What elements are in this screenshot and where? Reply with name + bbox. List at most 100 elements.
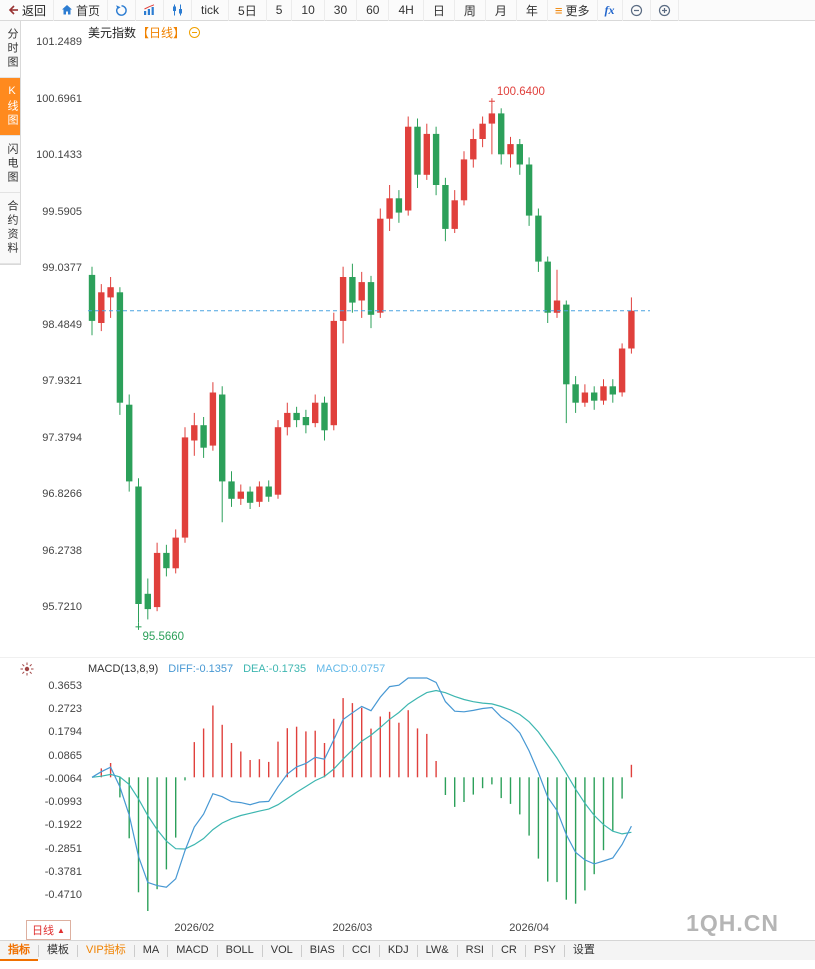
candle-body <box>256 486 263 502</box>
indicator-cr-button[interactable]: CR <box>500 943 517 956</box>
candle-body <box>525 164 533 216</box>
chart-title: 美元指数 【日线】 <box>88 24 201 41</box>
line-chart-button[interactable] <box>136 0 165 21</box>
macd-dea-line <box>91 689 632 850</box>
indicator-lwr-button[interactable]: LW& <box>425 943 449 956</box>
candle-body <box>321 402 328 431</box>
separator <box>491 944 493 957</box>
indicator-settings-sun-icon[interactable] <box>20 662 34 676</box>
candle-body <box>414 126 421 175</box>
macd-hist-value: MACD:0.0757 <box>316 663 386 675</box>
candle-body <box>293 412 300 421</box>
separator <box>261 944 263 957</box>
sidebar-item-lightning-chart[interactable]: 闪电图 <box>0 136 20 193</box>
candle-body <box>553 300 561 313</box>
low-price-annotation: 95.5660 <box>143 631 185 643</box>
separator <box>456 944 458 957</box>
candle-body <box>479 123 486 139</box>
candle-body <box>107 287 114 298</box>
candle-body <box>451 200 458 229</box>
separator <box>77 944 78 957</box>
separator <box>524 944 526 957</box>
period-month[interactable]: 月 <box>486 0 517 21</box>
vip-indicators-button[interactable]: VIP指标 <box>86 943 126 956</box>
candle-body <box>358 282 365 301</box>
share-link-icon[interactable] <box>189 27 201 38</box>
period-day[interactable]: 日 <box>424 0 455 21</box>
symbol-name: 美元指数 <box>88 26 137 40</box>
candle-body <box>498 113 505 155</box>
indicator-ma-button[interactable]: MA <box>142 943 160 956</box>
candle-body <box>535 215 542 262</box>
line-chart-icon <box>144 4 155 15</box>
indicator-kdj-button[interactable]: KDJ <box>387 943 409 956</box>
high-price-annotation: 100.6400 <box>497 86 545 98</box>
candle-body <box>618 348 626 393</box>
candle-body <box>237 491 244 499</box>
indicator-toolbar: 指标 模板 VIP指标 MA MACD BOLL VOL BIAS CCI KD… <box>0 940 815 961</box>
separator <box>416 944 418 957</box>
back-button[interactable]: 返回 <box>0 0 55 21</box>
indicator-macd-button[interactable]: MACD <box>176 943 209 956</box>
tab-template[interactable]: 模板 <box>47 943 69 956</box>
zoom-out-button[interactable] <box>623 0 651 21</box>
period-selector-dropdown[interactable]: 日线 ▲ <box>26 920 71 940</box>
indicator-psy-button[interactable]: PSY <box>533 943 556 956</box>
candle-body <box>339 277 347 321</box>
period-5[interactable]: 5 <box>267 0 293 21</box>
candle-body <box>488 113 496 124</box>
separator <box>216 944 218 957</box>
more-button[interactable]: ≡ 更多 <box>548 0 598 21</box>
indicator-rsi-button[interactable]: RSI <box>465 943 484 956</box>
watermark: 1QH.CN <box>686 910 779 936</box>
sidebar-item-contract-info[interactable]: 合约资料 <box>0 193 20 264</box>
period-year[interactable]: 年 <box>517 0 548 21</box>
candle-body <box>209 392 217 446</box>
indicator-bias-button[interactable]: BIAS <box>309 943 335 956</box>
separator <box>38 944 39 957</box>
period-week[interactable]: 周 <box>455 0 486 21</box>
candle-body <box>312 402 319 424</box>
candle-body <box>581 392 589 403</box>
candle-body <box>609 386 616 395</box>
separator <box>378 944 380 957</box>
fx-indicator-button[interactable]: fx <box>598 0 623 21</box>
tab-indicators[interactable]: 指标 <box>0 941 38 961</box>
sidebar-item-kline-chart[interactable]: K线图 <box>0 78 20 136</box>
home-button[interactable]: 首页 <box>54 0 109 21</box>
sidebar-item-time-chart[interactable]: 分时图 <box>0 21 20 78</box>
candle-body <box>507 144 514 155</box>
period-30[interactable]: 30 <box>325 0 358 21</box>
zoom-in-button[interactable] <box>651 0 679 21</box>
indicator-vol-button[interactable]: VOL <box>270 943 293 956</box>
refresh-icon <box>116 4 127 16</box>
macd-name: MACD(13,8,9) <box>88 663 159 675</box>
home-label: 首页 <box>76 3 101 18</box>
period-10[interactable]: 10 <box>292 0 325 21</box>
period-5d[interactable]: 5日 <box>229 0 267 21</box>
period-4h[interactable]: 4H <box>389 0 424 21</box>
zoom-out-icon <box>630 4 642 16</box>
separator <box>342 944 344 957</box>
candle-body <box>265 486 272 497</box>
candle-body <box>88 274 96 321</box>
candle-body <box>181 437 189 538</box>
separator <box>167 944 169 957</box>
indicator-cci-button[interactable]: CCI <box>351 943 371 956</box>
candle-chart-button[interactable] <box>164 0 193 21</box>
candle-body <box>200 425 207 448</box>
period-tick[interactable]: tick <box>192 0 230 21</box>
candle-body <box>274 427 282 495</box>
candle-body <box>367 282 375 315</box>
refresh-button[interactable] <box>108 0 137 21</box>
period-60[interactable]: 60 <box>357 0 390 21</box>
candle-body <box>172 537 179 569</box>
candle-body <box>432 133 440 185</box>
settings-button[interactable]: 设置 <box>572 943 595 956</box>
indicator-boll-button[interactable]: BOLL <box>225 943 254 956</box>
hamburger-icon: ≡ <box>554 2 563 18</box>
candle-body <box>246 491 254 503</box>
candle-body <box>135 486 142 604</box>
candle-body <box>219 394 226 482</box>
